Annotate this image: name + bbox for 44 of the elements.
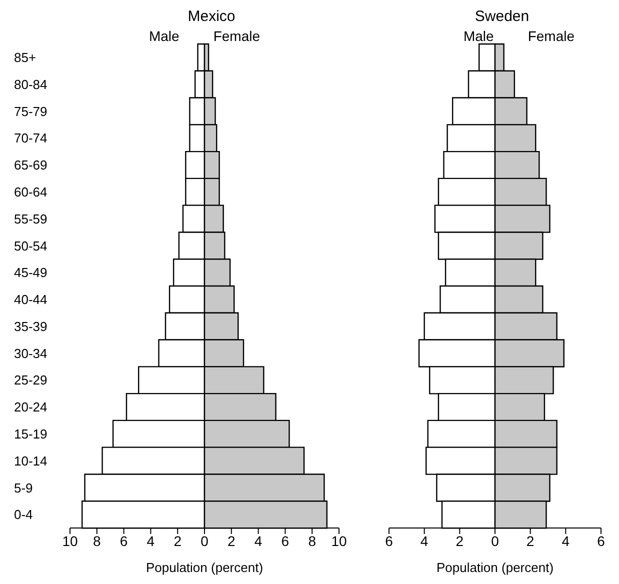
y-tick-label: 60-64 (14, 184, 48, 200)
series-label: Female (528, 28, 575, 44)
x-axis-title: Population (percent) (146, 560, 264, 575)
y-tick-label: 80-84 (14, 76, 48, 92)
x-tick-label: 0 (491, 532, 500, 549)
y-tick-label: 30-34 (14, 346, 48, 361)
x-tick-label: 6 (385, 532, 394, 549)
y-tick-label: 65-69 (14, 158, 48, 173)
y-tick-label: 70-74 (14, 130, 48, 146)
x-tick-label: 4 (562, 532, 570, 549)
y-tick-label: 40-44 (14, 292, 48, 308)
x-tick-label: 10 (331, 532, 347, 549)
y-tick-label: 10-14 (14, 453, 48, 468)
series-label: Male (463, 28, 494, 44)
x-tick-label: 6 (281, 532, 290, 549)
y-tick-label: 15-19 (14, 426, 48, 442)
y-tick-label: 20-24 (14, 400, 48, 415)
chart-title: Mexico (186, 8, 236, 27)
x-tick-label: 10 (62, 532, 78, 549)
y-tick-label: 25-29 (14, 372, 48, 388)
x-tick-label: 2 (526, 532, 534, 549)
y-tick-label: 45-49 (14, 265, 48, 280)
y-tick-label: 5-9 (14, 480, 33, 496)
y-tick-label: 55-59 (14, 211, 48, 226)
y-tick-label: 85+ (14, 50, 36, 66)
chart-title: Sweden (474, 8, 530, 27)
x-tick-label: 4 (146, 532, 155, 549)
y-tick-label: 75-79 (14, 104, 48, 119)
y-tick-label: 50-54 (14, 238, 48, 254)
x-tick-label: 2 (456, 532, 464, 549)
x-tick-label: 6 (597, 532, 606, 549)
x-tick-label: 8 (93, 532, 101, 549)
x-tick-label: 0 (200, 532, 209, 549)
x-tick-label: 4 (420, 532, 428, 549)
x-tick-label: 8 (308, 532, 316, 549)
x-tick-label: 4 (254, 532, 262, 549)
y-tick-label: 35-39 (14, 318, 48, 334)
series-label: Male (148, 28, 180, 44)
y-tick-label: 0-4 (14, 507, 33, 522)
x-axis-title: Population (percent) (436, 560, 554, 575)
x-tick-label: 6 (120, 532, 128, 549)
x-tick-label: 2 (174, 532, 182, 549)
series-label: Female (213, 28, 260, 44)
x-tick-label: 2 (228, 532, 236, 549)
